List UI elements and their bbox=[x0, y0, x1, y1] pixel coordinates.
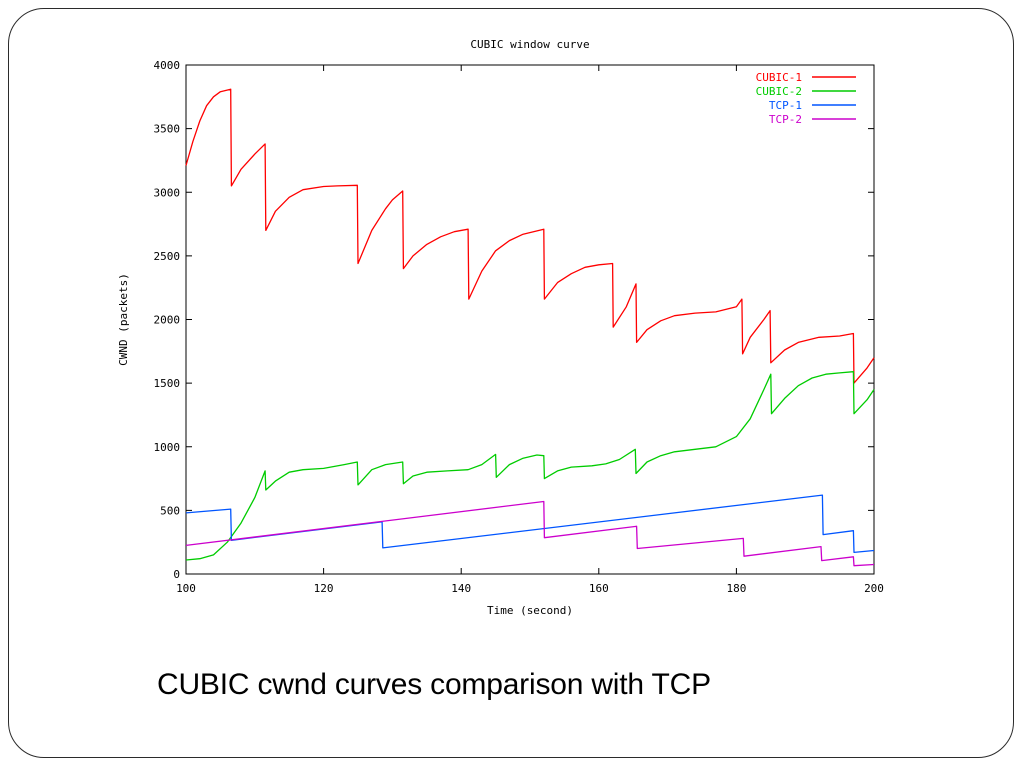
y-tick-label: 1000 bbox=[154, 441, 181, 454]
series-line-cubic-1 bbox=[185, 88, 875, 384]
y-tick-label: 0 bbox=[173, 568, 180, 581]
y-tick-label: 3000 bbox=[154, 186, 181, 199]
x-tick-label: 100 bbox=[176, 582, 196, 595]
legend-label-tcp-1: TCP-1 bbox=[769, 99, 802, 112]
y-tick-label: 2500 bbox=[154, 250, 181, 263]
y-axis: 0 500 1000 1500 2000 2500 3000 3500 4000 bbox=[154, 59, 874, 581]
legend-label-cubic-1: CUBIC-1 bbox=[756, 71, 802, 84]
y-tick-label: 4000 bbox=[154, 59, 181, 72]
x-axis: 100 120 140 160 180 200 bbox=[176, 65, 884, 595]
x-tick-label: 120 bbox=[314, 582, 334, 595]
x-axis-label: Time (second) bbox=[487, 604, 573, 617]
series-line-tcp-1 bbox=[185, 494, 875, 554]
y-tick-label: 2000 bbox=[154, 314, 181, 327]
series-line-tcp-2 bbox=[185, 500, 875, 567]
slide-caption: CUBIC cwnd curves comparison with TCP bbox=[157, 668, 711, 701]
x-tick-label: 140 bbox=[451, 582, 471, 595]
series-line-cubic-2 bbox=[185, 371, 875, 561]
chart: CUBIC window curve 0 500 1000 1500 2000 2500 3… bbox=[105, 30, 905, 620]
y-tick-label: 1500 bbox=[154, 377, 181, 390]
chart-svg: CUBIC window curve 0 500 1000 1500 2000 2500 3… bbox=[117, 38, 884, 617]
legend-label-tcp-2: TCP-2 bbox=[769, 113, 802, 126]
y-tick-label: 500 bbox=[160, 504, 180, 517]
x-tick-label: 180 bbox=[726, 582, 746, 595]
x-tick-label: 160 bbox=[589, 582, 609, 595]
series-lines bbox=[185, 88, 875, 567]
y-tick-label: 3500 bbox=[154, 123, 181, 136]
chart-title: CUBIC window curve bbox=[470, 38, 589, 51]
x-tick-label: 200 bbox=[864, 582, 884, 595]
y-axis-label: CWND (packets) bbox=[117, 273, 130, 366]
slide-frame bbox=[8, 8, 1014, 758]
legend-label-cubic-2: CUBIC-2 bbox=[756, 85, 802, 98]
